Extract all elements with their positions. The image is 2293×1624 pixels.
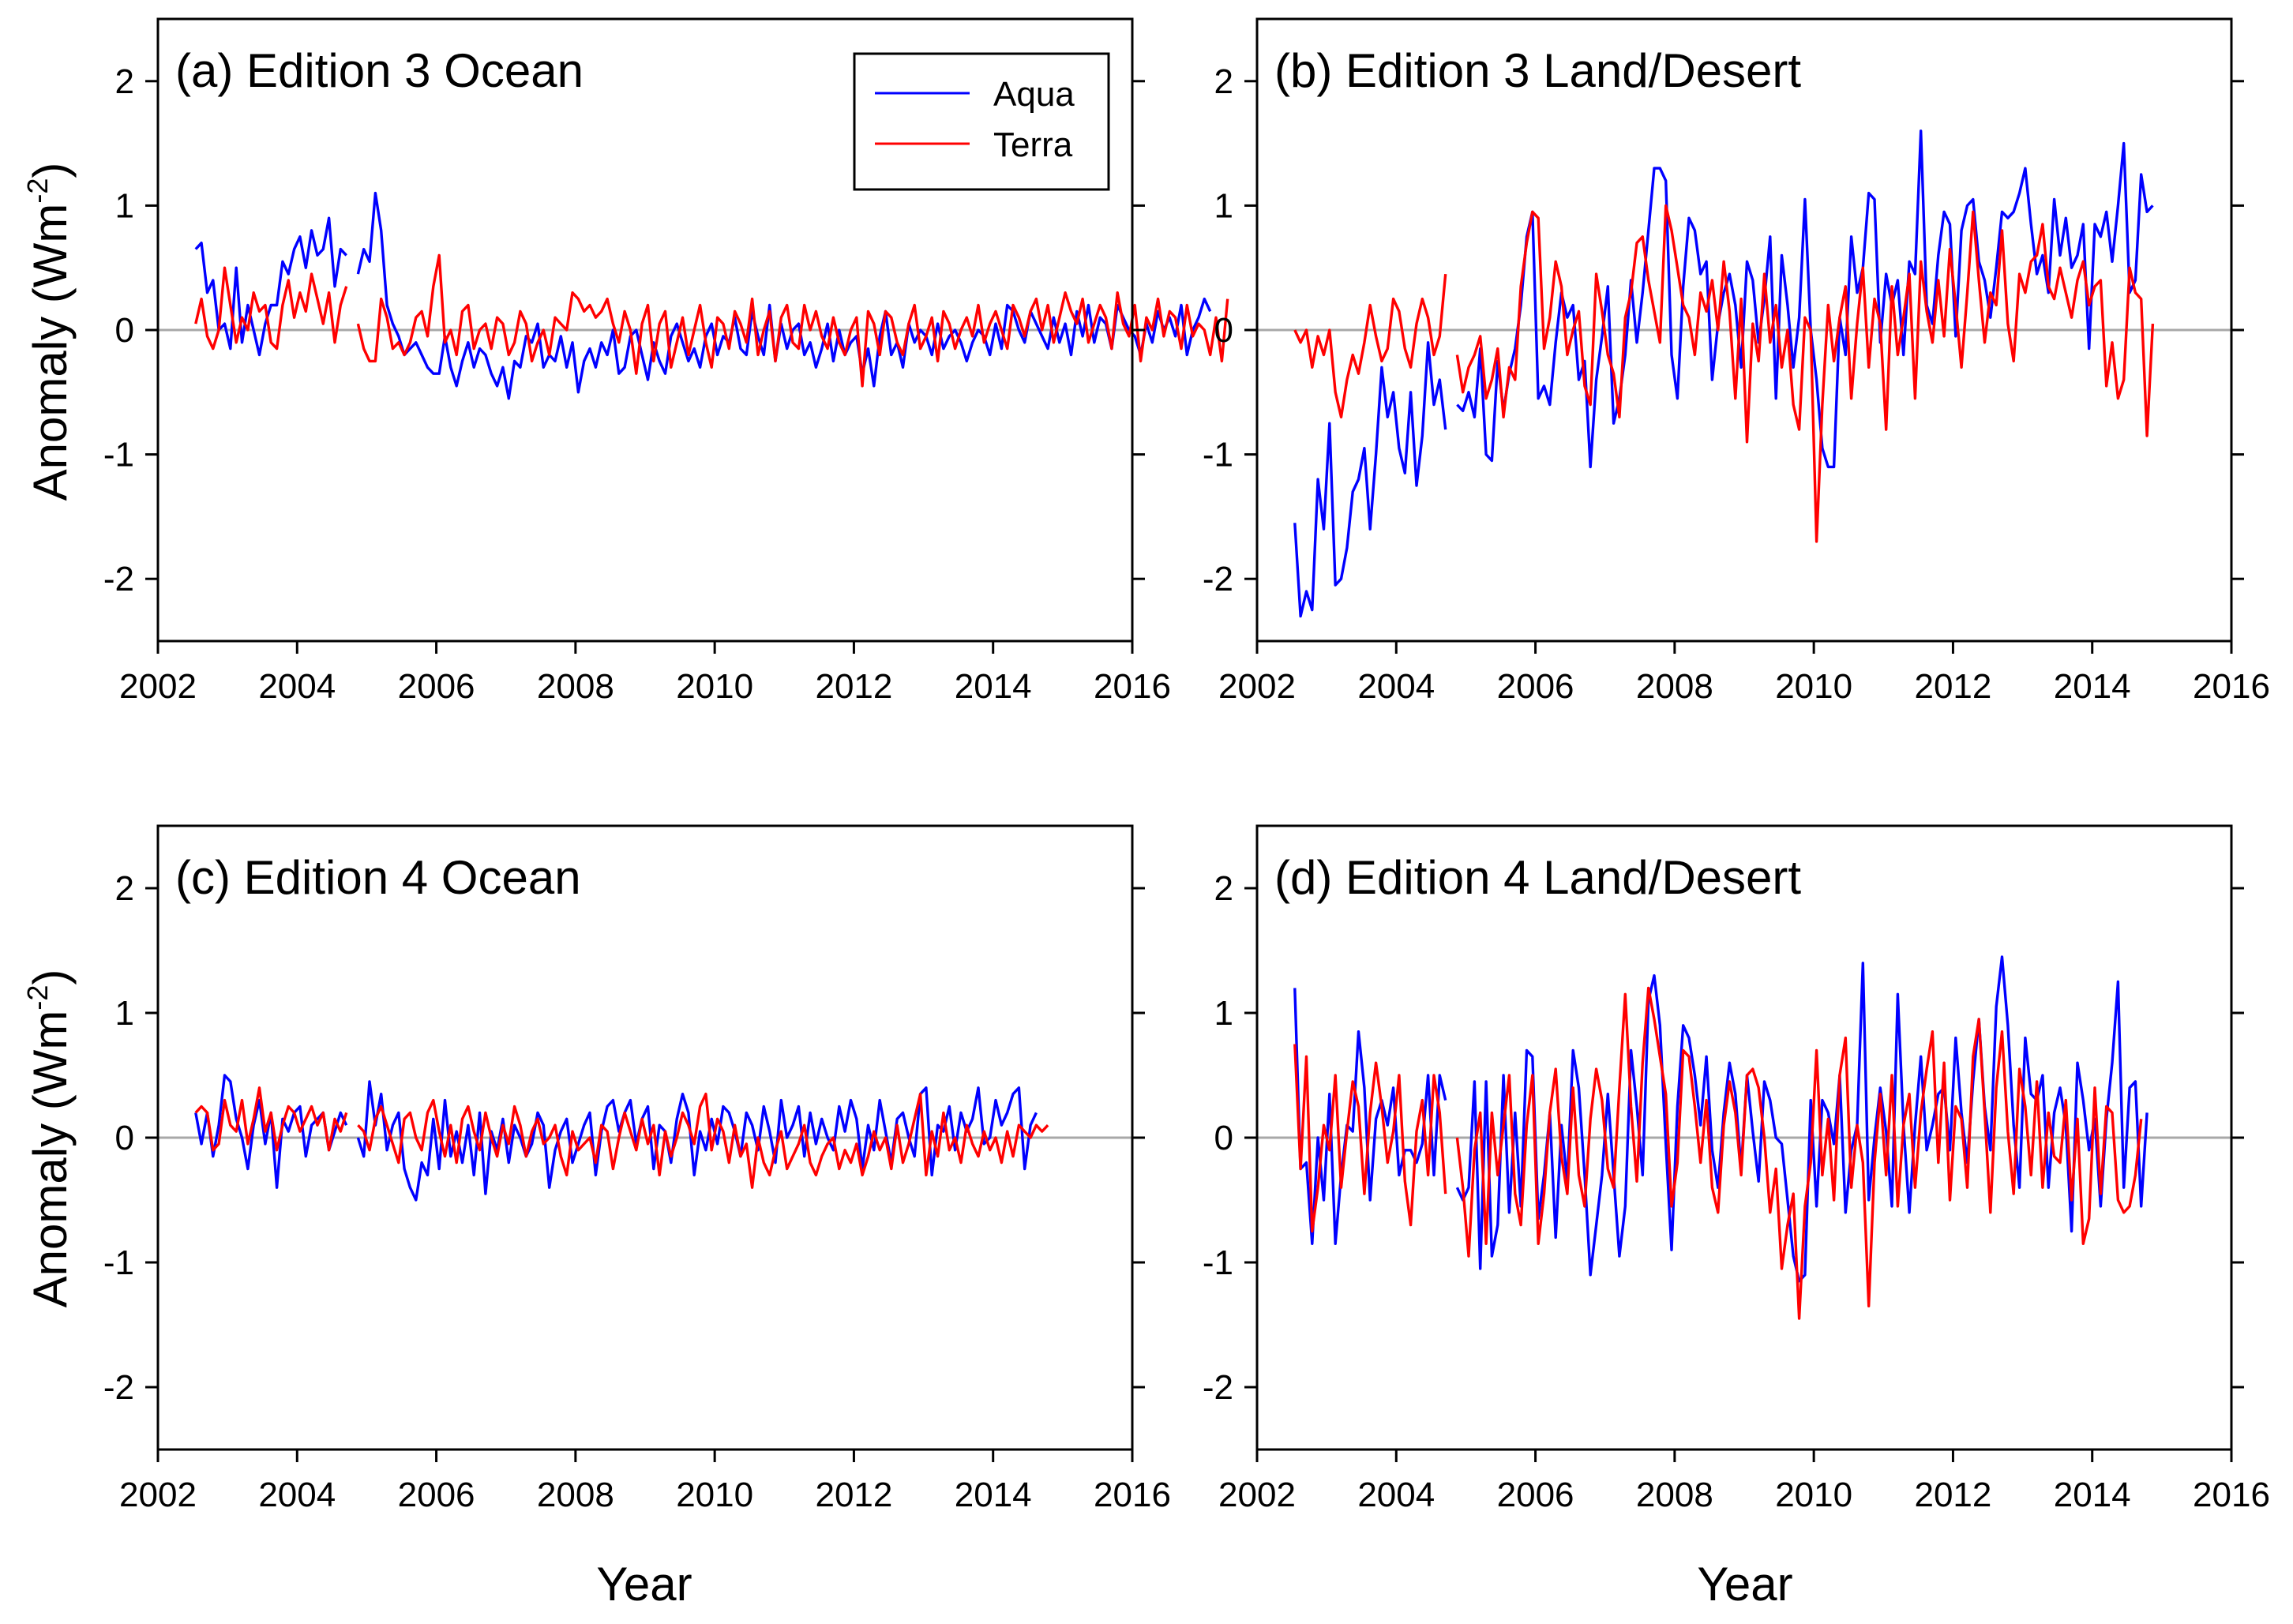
legend-label-aqua: Aqua — [993, 75, 1075, 114]
x-tick-label: 2004 — [258, 1476, 336, 1514]
y-tick-label: -2 — [103, 1368, 134, 1407]
y-tick-label: -1 — [1203, 436, 1233, 474]
x-tick-label: 2010 — [1775, 1476, 1852, 1514]
y-tick-label: 1 — [1214, 186, 1233, 225]
y-tick-label: 0 — [115, 1119, 134, 1157]
x-tick-label: 2010 — [676, 667, 753, 706]
legend: Aqua Terra — [853, 52, 1110, 191]
y-tick-label: -1 — [1203, 1243, 1233, 1282]
x-tick-label: 2008 — [537, 1476, 614, 1514]
panel-d: 2002 2004 2006 2008 2010 2012 2014 2016 2 1 0 -1 -2 (… — [1203, 824, 2270, 1514]
x-tick-label: 2016 — [2193, 667, 2270, 706]
x-tick-label: 2014 — [955, 667, 1032, 706]
x-tick-label: 2014 — [2054, 667, 2131, 706]
y-tick-label: 1 — [115, 994, 134, 1033]
y-axis-label-top: Anomaly (Wm-2) — [21, 163, 77, 501]
y-tick-label: 2 — [115, 869, 134, 908]
panel-b: 2002 2004 2006 2008 2010 2012 2014 2016 2 1 0 -1 -2 (… — [1203, 17, 2270, 706]
x-tick-label: 2002 — [1218, 667, 1296, 706]
x-tick-label: 2008 — [1636, 1476, 1713, 1514]
x-tick-label: 2002 — [119, 1476, 197, 1514]
x-tick-label: 2016 — [1094, 1476, 1171, 1514]
y-tick-label: -2 — [103, 560, 134, 598]
x-tick-label: 2012 — [815, 1476, 892, 1514]
y-tick-label: 2 — [1214, 62, 1233, 101]
y-tick-label: -2 — [1203, 560, 1233, 598]
y-tick-label: 2 — [1214, 869, 1233, 908]
y-tick-label: -1 — [103, 436, 134, 474]
y-tick-label: 0 — [1214, 1119, 1233, 1157]
x-tick-label: 2010 — [676, 1476, 753, 1514]
x-tick-label: 2004 — [258, 667, 336, 706]
x-tick-label: 2014 — [955, 1476, 1032, 1514]
legend-label-terra: Terra — [993, 126, 1073, 164]
legend-box — [853, 52, 1110, 191]
x-tick-label: 2008 — [1636, 667, 1713, 706]
x-axis-label-left: Year — [596, 1558, 692, 1611]
y-tick-label: 2 — [115, 62, 134, 101]
panel-c: 2002 2004 2006 2008 2010 2012 2014 2016 2 1 0 -1 -2 (… — [103, 824, 1171, 1514]
series-terra — [194, 253, 1229, 388]
x-tick-label: 2012 — [815, 667, 892, 706]
series-terra — [1293, 986, 2143, 1320]
x-tick-label: 2010 — [1775, 667, 1852, 706]
y-tick-label: 0 — [1214, 311, 1233, 350]
series-aqua — [1293, 129, 2154, 618]
x-axis-label-right: Year — [1697, 1558, 1792, 1611]
x-tick-label: 2002 — [119, 667, 197, 706]
y-tick-label: 1 — [115, 186, 134, 225]
x-tick-label: 2008 — [537, 667, 614, 706]
x-tick-label: 2014 — [2054, 1476, 2131, 1514]
x-tick-label: 2006 — [1497, 1476, 1574, 1514]
x-tick-label: 2004 — [1357, 1476, 1435, 1514]
series-terra — [1293, 204, 2155, 543]
series-aqua — [194, 191, 1212, 400]
x-tick-label: 2012 — [1914, 667, 1991, 706]
x-tick-label: 2004 — [1357, 667, 1435, 706]
y-tick-label: -1 — [103, 1243, 134, 1282]
panel-title: (c) Edition 4 Ocean — [175, 851, 581, 904]
y-tick-label: -2 — [1203, 1368, 1233, 1407]
x-tick-label: 2016 — [2193, 1476, 2270, 1514]
x-tick-label: 2016 — [1094, 667, 1171, 706]
panel-a: 2002 2004 2006 2008 2010 2012 2014 2016 2 1 0 -1 -2 (… — [103, 17, 1229, 706]
y-axis-label-bottom: Anomaly (Wm-2) — [21, 970, 77, 1308]
x-tick-label: 2012 — [1914, 1476, 1991, 1514]
x-tick-label: 2006 — [1497, 667, 1574, 706]
y-tick-label: 0 — [115, 311, 134, 350]
panel-title: (a) Edition 3 Ocean — [175, 44, 584, 97]
x-tick-label: 2006 — [398, 667, 475, 706]
panel-title: (d) Edition 4 Land/Desert — [1274, 851, 1801, 904]
panel-title: (b) Edition 3 Land/Desert — [1274, 44, 1801, 97]
x-tick-label: 2006 — [398, 1476, 475, 1514]
series-terra — [194, 1086, 1049, 1189]
y-tick-label: 1 — [1214, 994, 1233, 1033]
x-tick-label: 2002 — [1218, 1476, 1296, 1514]
